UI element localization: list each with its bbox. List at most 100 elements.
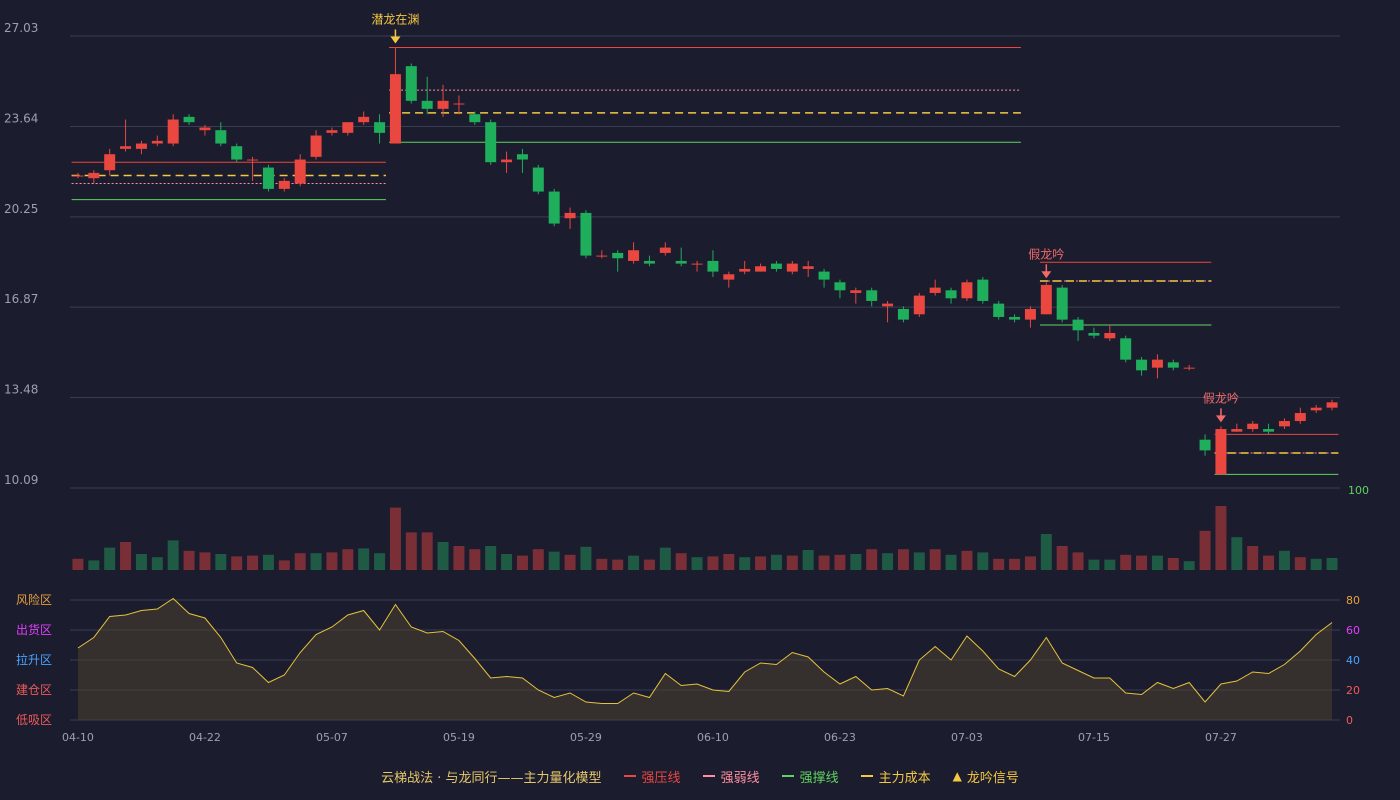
candle-body: [374, 122, 386, 133]
candle-body: [72, 175, 84, 177]
volume-bar: [1247, 546, 1259, 570]
candle-body: [88, 172, 100, 179]
candle-body: [770, 263, 782, 269]
candle-body: [1263, 429, 1275, 432]
volume-bar: [1120, 554, 1132, 570]
indicator-tick-label: 60: [1346, 624, 1360, 637]
volume-bar: [913, 552, 925, 570]
candle-body: [1056, 287, 1068, 320]
candle-body: [866, 290, 878, 301]
candle-body: [548, 191, 560, 224]
volume-bar: [104, 547, 116, 570]
price-tick-label: 10.09: [4, 473, 38, 487]
volume-bar: [675, 553, 687, 570]
volume-bar: [167, 540, 179, 570]
candle-body: [977, 279, 989, 301]
volume-bar: [1009, 558, 1021, 570]
indicator-tick-label: 0: [1346, 714, 1353, 727]
volume-bar: [183, 550, 195, 570]
volume-bar: [215, 554, 227, 570]
candle-body: [151, 140, 163, 144]
volume-bar: [628, 555, 640, 570]
volume-bar: [882, 553, 894, 570]
candlestick-chart: 27.03 23.64 20.25 16.87 13.48 10.09 100 80 风险区 60…: [4, 12, 1369, 744]
legend-label: 主力成本: [878, 770, 931, 786]
candle-body: [707, 260, 719, 272]
candle-body: [596, 255, 608, 257]
candle-body: [421, 100, 433, 109]
signal-arrow-icon: [1215, 415, 1226, 423]
cost-line-icon: [860, 775, 873, 777]
candle-body: [1326, 402, 1338, 408]
indicator-line: [77, 597, 1333, 704]
volume-bar: [1104, 559, 1116, 570]
candle-body: [1151, 359, 1163, 368]
volume-bar: [691, 557, 703, 570]
indicator-zone-label: 拉升区: [16, 652, 52, 667]
candle-body: [580, 212, 592, 256]
candle-body: [945, 290, 957, 299]
legend-item-cost: 主力成本: [860, 767, 931, 786]
candle-body: [326, 130, 338, 133]
candle-body: [818, 271, 830, 280]
candle-body: [199, 127, 211, 131]
candle-body: [1310, 407, 1322, 411]
volume-bar: [374, 553, 386, 570]
candle-body: [755, 266, 767, 272]
volume-bar: [1199, 530, 1211, 570]
candle-body: [1136, 359, 1148, 371]
signal-label: 假龙吟: [1203, 390, 1239, 405]
candle-body: [532, 167, 544, 192]
candle-body: [135, 143, 147, 149]
volume-bar: [1072, 552, 1084, 570]
indicator-tick-label: 20: [1346, 684, 1360, 697]
volume-tick-label: 100: [1348, 484, 1369, 497]
volume-bar: [1263, 555, 1275, 570]
volume-bar: [326, 552, 338, 570]
volume-bar: [739, 557, 751, 570]
candle-body: [310, 135, 322, 157]
volume-bar: [1215, 506, 1227, 570]
volume-bar: [596, 558, 608, 570]
x-tick-label: 07-27: [1205, 731, 1237, 744]
candle-body: [961, 282, 973, 299]
signal-arrow-icon: [1041, 271, 1052, 279]
legend-item-resist: 强压线: [623, 767, 681, 786]
candle-body: [104, 154, 116, 171]
candle-body: [389, 74, 401, 144]
volume-bar: [389, 507, 401, 570]
triangle-icon: ▲: [952, 769, 962, 783]
volume-bar: [1231, 537, 1243, 570]
resist-line-icon: [623, 775, 636, 777]
candle-body: [294, 159, 306, 184]
candle-body: [516, 154, 528, 160]
volume-bar: [564, 554, 576, 570]
candle-body: [897, 308, 909, 320]
legend-item-weak: 强弱线: [702, 767, 760, 786]
volume-bar: [1024, 556, 1036, 570]
candle-body: [437, 100, 449, 109]
volume-bar: [977, 552, 989, 570]
legend-title: 云梯战法 · 与龙同行——主力量化模型: [381, 770, 602, 786]
candle-body: [834, 282, 846, 291]
volume-bar: [120, 542, 132, 570]
volume-bar: [1278, 550, 1290, 570]
volume-bar: [310, 553, 322, 570]
volume-bar: [278, 560, 290, 570]
volume-bar: [850, 554, 862, 570]
support-line-icon: [781, 775, 794, 777]
volume-bar: [1151, 555, 1163, 570]
candle-body: [247, 159, 259, 161]
legend-label: 强撑线: [799, 770, 839, 786]
candle-body: [278, 180, 290, 189]
volume-bar: [1183, 561, 1195, 570]
candle-body: [564, 212, 576, 219]
volume-bar: [88, 560, 100, 570]
volume-bar: [358, 548, 370, 570]
volume-bar: [1136, 555, 1148, 570]
candle-body: [453, 103, 465, 105]
volume-bar: [580, 546, 592, 570]
candle-body: [659, 247, 671, 253]
volume-bar: [993, 558, 1005, 570]
candle-body: [1294, 413, 1306, 422]
